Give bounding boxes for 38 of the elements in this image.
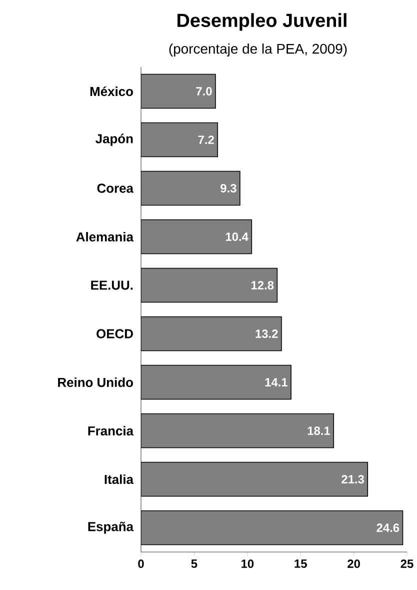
- bar: [141, 413, 334, 448]
- chart-title: Desempleo Juvenil: [178, 13, 346, 31]
- x-tick-label: 15: [294, 560, 307, 568]
- bar: [141, 462, 368, 497]
- bar: [141, 268, 278, 303]
- data-label: 10.4: [226, 232, 248, 241]
- data-label: 21.3: [342, 475, 364, 484]
- y-tick-label: Corea: [97, 184, 134, 193]
- y-tick-label: España: [88, 522, 134, 534]
- y-tick-label: México: [90, 86, 133, 96]
- y-tick-label: Italia: [104, 474, 134, 484]
- x-tick-label: 0: [138, 560, 144, 568]
- data-label: 7.2: [198, 136, 214, 144]
- x-tick-label: 25: [400, 560, 414, 568]
- x-tick-label: 5: [191, 560, 198, 568]
- y-tick-label: Reino Unido: [58, 377, 133, 388]
- bar: [141, 316, 282, 352]
- data-label: 13.2: [256, 330, 278, 338]
- bar: [141, 219, 252, 254]
- bar: [141, 510, 404, 546]
- data-label: 7.0: [196, 87, 212, 96]
- y-tick-label: Francia: [88, 426, 134, 436]
- x-tick-label: 20: [348, 560, 360, 568]
- bar: [141, 170, 240, 206]
- bar: [141, 122, 218, 158]
- x-tick-label: 10: [242, 560, 254, 568]
- y-tick-label: OECD: [96, 329, 133, 338]
- data-label: 18.1: [308, 426, 330, 435]
- data-label: 12.8: [251, 281, 274, 290]
- data-label: 14.1: [265, 378, 288, 386]
- bar: [141, 74, 216, 109]
- y-tick-label: Alemania: [76, 232, 134, 242]
- bar: [141, 364, 292, 400]
- y-tick-label: Japón: [96, 134, 133, 146]
- y-tick-label: EE.UU.: [91, 280, 133, 290]
- data-label: 9.3: [220, 184, 236, 192]
- chart-subtitle: (porcentaje de la PEA, 2009): [169, 43, 347, 56]
- data-label: 24.6: [376, 524, 400, 532]
